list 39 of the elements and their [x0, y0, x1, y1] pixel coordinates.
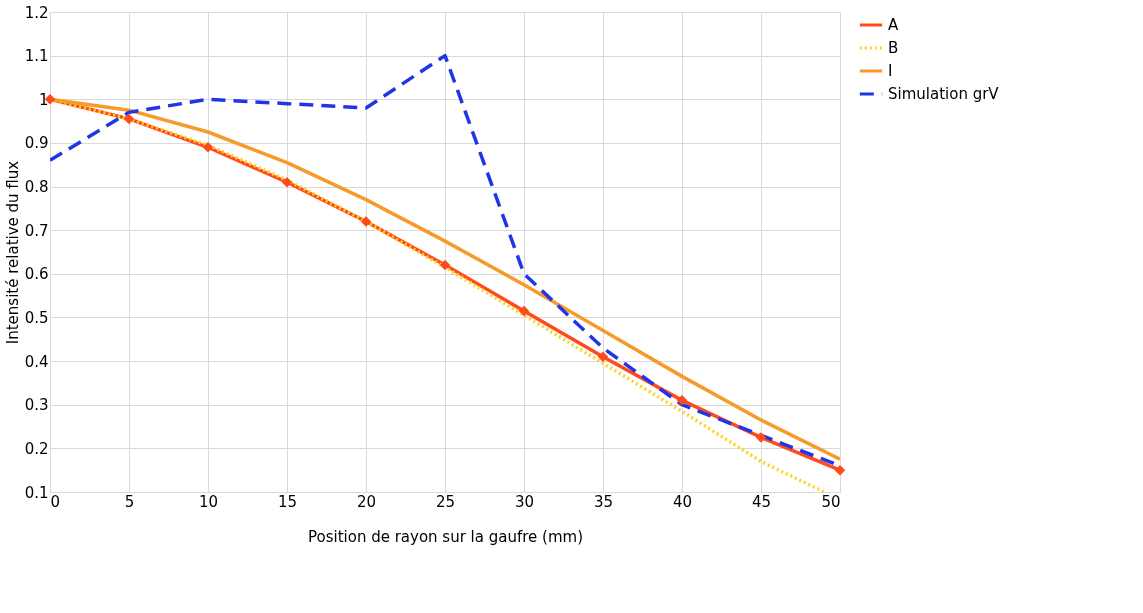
point: [281, 176, 293, 188]
point: [123, 113, 135, 125]
y-tick-label: 0.5: [24, 308, 49, 327]
y-tick-label: 0.2: [24, 439, 49, 458]
y-tick-label: 0.3: [24, 396, 49, 415]
x-tick-label: 40: [672, 492, 693, 511]
point: [676, 395, 688, 406]
x-tick-label: 20: [356, 492, 377, 511]
point: [755, 432, 767, 443]
x-tick-label: 15: [277, 492, 298, 511]
y-tick-label: 1: [38, 90, 49, 109]
point: [439, 259, 451, 271]
y-axis-title: Intensité relative du flux: [3, 160, 22, 345]
y-tick-label: 0.7: [24, 221, 49, 240]
y-tick-label: 1.1: [24, 47, 49, 66]
point: [597, 351, 609, 362]
x-tick-label: 0: [50, 492, 61, 511]
y-tick-label: 0.4: [24, 352, 49, 371]
x-tick-label: 45: [751, 492, 772, 511]
y-tick-label: 1.2: [24, 3, 49, 22]
x-tick-label: 5: [124, 492, 135, 511]
y-tick-label: 0.6: [24, 265, 49, 284]
legend-label: B: [888, 39, 899, 57]
point: [202, 142, 214, 153]
y-tick-label: 0.8: [24, 178, 49, 197]
x-tick-label: 10: [198, 492, 219, 511]
legend-label: A: [888, 16, 899, 34]
legend-label: I: [888, 62, 893, 80]
point: [360, 216, 372, 227]
y-tick-label: 0.9: [24, 134, 49, 153]
x-tick-label: 25: [435, 492, 456, 511]
x-tick-label: 50: [821, 492, 841, 511]
point: [518, 305, 530, 317]
x-axis-title: Position de rayon sur la gaufre (mm): [307, 527, 584, 546]
y-tick-label: 0.1: [24, 483, 49, 502]
x-tick-label: 30: [514, 492, 535, 511]
legend-label: Simulation grV: [888, 85, 1000, 103]
x-tick-label: 35: [593, 492, 614, 511]
point: [834, 464, 846, 476]
